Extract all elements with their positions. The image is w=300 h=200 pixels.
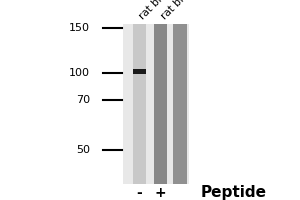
Text: +: + [155,186,166,200]
Text: 150: 150 [69,23,90,33]
Text: 50: 50 [76,145,90,155]
Bar [173,24,187,184]
Text: rat brain: rat brain [137,0,176,21]
Text: 100: 100 [69,68,90,78]
Text: 70: 70 [76,95,90,105]
Bar [123,24,189,184]
Text: -: - [136,186,142,200]
Bar [154,24,167,184]
Text: rat brain: rat brain [159,0,198,21]
Text: Peptide: Peptide [201,186,267,200]
Bar [133,69,146,74]
Bar [133,24,146,184]
